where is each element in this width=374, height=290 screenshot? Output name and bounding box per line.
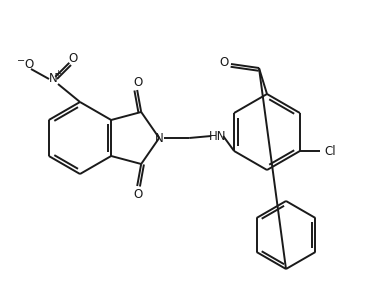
Text: O: O: [134, 75, 143, 88]
Text: O: O: [134, 188, 143, 200]
Text: N: N: [155, 131, 163, 144]
Text: O: O: [220, 57, 229, 70]
Text: O: O: [68, 52, 78, 66]
Text: −: −: [17, 56, 25, 66]
Text: HN: HN: [208, 130, 226, 142]
Text: Cl: Cl: [324, 144, 336, 157]
Text: N: N: [49, 72, 57, 86]
Text: O: O: [24, 57, 34, 70]
Text: +: +: [55, 70, 61, 79]
